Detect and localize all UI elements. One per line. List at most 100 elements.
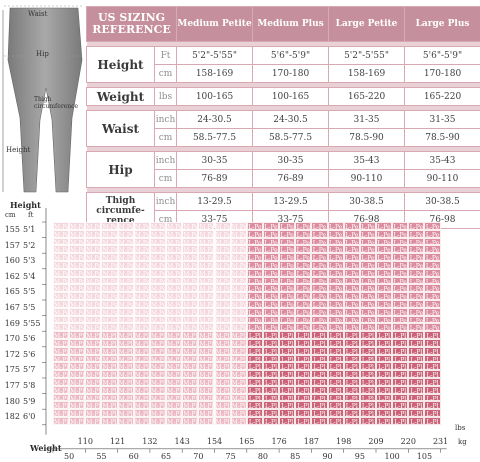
size-cell: L-Pl: [262, 370, 280, 378]
size-cell: L-Pe: [359, 245, 376, 254]
row-separator: [86, 82, 480, 88]
size-cell: M-Pl: [214, 339, 231, 347]
size-cell: M-Pe: [117, 261, 134, 269]
reference-row: cm 76-89 76-89 90-110 90-110: [87, 169, 480, 188]
size-cell: M-Pe: [182, 268, 199, 277]
size-cell: M-Pl: [182, 339, 199, 347]
size-cell: M-Pe: [149, 276, 167, 285]
size-cell: M-Pl: [117, 339, 134, 347]
size-cell: L-Pe: [295, 268, 312, 277]
size-cell: L-Pe: [246, 307, 263, 316]
size-cell: L-Pl: [279, 401, 296, 410]
size-cell: M-Pl: [53, 370, 70, 378]
size-cell: L-Pl: [295, 393, 312, 402]
size-cell: L-Pe: [343, 222, 360, 230]
size-cell: M-Pl: [69, 417, 86, 425]
size-cell: L-Pl: [279, 409, 296, 417]
size-cell: M-Pe: [117, 222, 134, 230]
value-cell: 170-180: [252, 64, 330, 83]
size-cell: L-Pl: [295, 354, 312, 363]
size-cell: M-Pl: [166, 362, 183, 371]
size-cell: M-Pl: [117, 362, 134, 371]
size-cell: M-Pl: [69, 354, 86, 363]
size-cell: M-Pe: [133, 229, 150, 238]
size-cell: M-Pl: [69, 378, 86, 386]
size-cell: M-Pl: [53, 339, 70, 347]
size-cell: L-Pe: [295, 222, 312, 230]
size-cell: L-Pl: [343, 370, 360, 378]
size-cell: L-Pl: [408, 393, 425, 402]
size-cell: L-Pl: [408, 401, 425, 410]
size-cell: L-Pe: [295, 261, 312, 269]
size-cell: L-Pe: [279, 284, 296, 293]
size-cell: L-Pe: [424, 284, 441, 293]
size-cell: M-Pl: [117, 354, 134, 363]
size-cell: L-Pl: [295, 331, 312, 339]
size-cell: L-Pl: [343, 354, 360, 363]
size-cell: L-Pe: [327, 276, 344, 285]
size-cell: L-Pe: [424, 261, 441, 269]
ft-unit-label: ft: [28, 211, 34, 219]
size-cell: M-Pl: [182, 385, 199, 394]
size-cell: M-Pe: [149, 300, 167, 308]
weight-lbs-tick: 132: [142, 436, 158, 446]
size-cell: M-Pl: [85, 362, 102, 371]
size-cell: L-Pl: [279, 417, 296, 425]
size-cell: M-Pe: [117, 245, 134, 254]
size-cell: L-Pe: [359, 323, 376, 332]
height-ft-tick: 5'5: [23, 287, 36, 297]
size-cell: L-Pe: [376, 323, 393, 332]
separator-cell: [176, 82, 253, 88]
metric-label: Height: [86, 46, 155, 83]
height-cm-tick: 182: [4, 412, 20, 422]
size-cell: M-Pe: [166, 261, 183, 269]
size-cell: L-Pl: [408, 417, 425, 425]
thigh-label: Thigh circumference: [34, 96, 79, 110]
size-cell: M-Pe: [69, 261, 86, 269]
value-cell: 76-89: [252, 169, 330, 188]
size-cell: M-Pl: [149, 393, 167, 402]
size-cell: M-Pl: [53, 401, 70, 410]
size-cell: M-Pl: [198, 409, 215, 417]
size-cell: L-Pl: [279, 378, 296, 386]
value-cell: 24-30.5: [252, 110, 330, 129]
size-cell: L-Pe: [279, 315, 296, 324]
size-cell: L-Pe: [392, 253, 409, 261]
size-cell: L-Pe: [327, 237, 344, 246]
size-cell: L-Pe: [279, 292, 296, 300]
size-cell: M-Pl: [85, 346, 102, 355]
size-cell: M-Pe: [69, 268, 86, 277]
size-cell: M-Pl: [230, 362, 247, 371]
size-cell: M-Pl: [182, 409, 199, 417]
size-cell: M-Pe: [117, 323, 134, 332]
weight-lbs-tick: 220: [400, 436, 416, 446]
size-cell: M-Pl: [133, 346, 150, 355]
size-cell: L-Pe: [295, 253, 312, 261]
size-cell: L-Pl: [262, 417, 280, 425]
size-cell: L-Pe: [343, 253, 360, 261]
size-cell: M-Pe: [117, 237, 134, 246]
leggings-figure: [2, 5, 84, 193]
size-cell: L-Pe: [376, 237, 393, 246]
size-cell: L-Pl: [295, 385, 312, 394]
size-cell: L-Pe: [408, 292, 425, 300]
separator-cell: [252, 187, 329, 193]
size-cell: M-Pl: [149, 370, 167, 378]
size-cell: L-Pe: [424, 253, 441, 261]
size-cell: L-Pl: [392, 331, 409, 339]
size-cell: L-Pl: [279, 331, 296, 339]
size-cell: L-Pl: [295, 346, 312, 355]
size-cell: M-Pl: [198, 385, 215, 394]
size-cell: L-Pe: [343, 276, 360, 285]
size-cell: M-Pe: [198, 315, 215, 324]
size-cell: L-Pl: [279, 362, 296, 371]
size-cell: M-Pe: [230, 284, 247, 293]
size-cell: L-Pl: [327, 409, 344, 417]
weight-kg-tick: 105: [416, 451, 433, 461]
size-cell: L-Pl: [246, 346, 263, 355]
size-cell: L-Pl: [424, 346, 441, 355]
hip-label: Hip: [36, 50, 49, 58]
weight-kg-tick: 75: [225, 451, 236, 461]
size-cell: M-Pl: [53, 393, 70, 402]
size-cell: M-Pl: [101, 378, 118, 386]
